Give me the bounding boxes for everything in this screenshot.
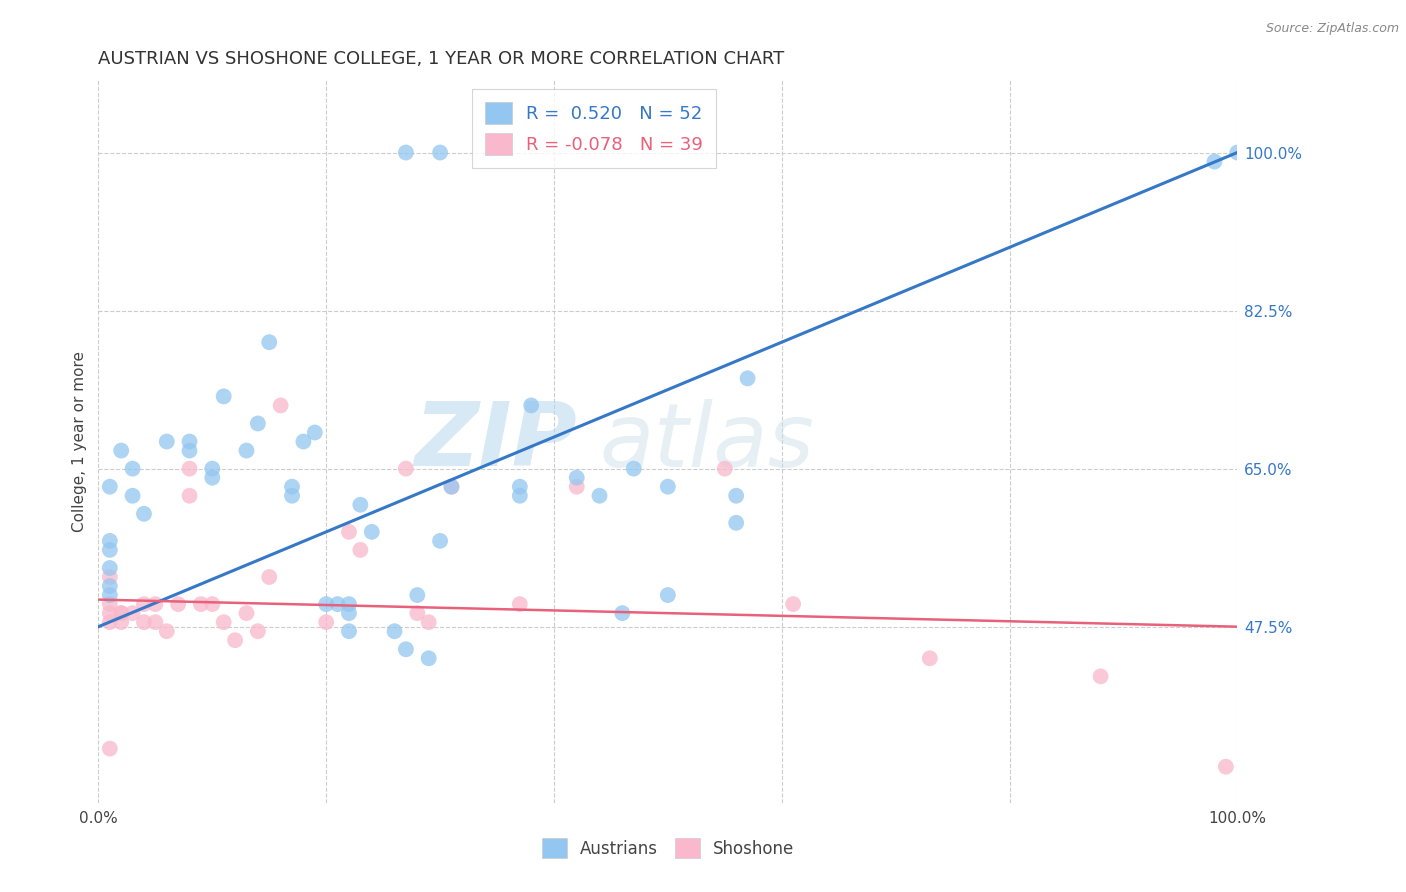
Point — [179, 489, 201, 503]
Point — [406, 606, 429, 620]
Point — [360, 524, 382, 539]
Text: AUSTRIAN VS SHOSHONE COLLEGE, 1 YEAR OR MORE CORRELATION CHART: AUSTRIAN VS SHOSHONE COLLEGE, 1 YEAR OR … — [98, 50, 785, 68]
Point — [281, 489, 304, 503]
Point — [201, 461, 224, 475]
Point — [190, 597, 212, 611]
Point — [98, 561, 121, 575]
Point — [725, 489, 748, 503]
Point — [418, 651, 440, 665]
Point — [520, 398, 543, 412]
Point — [406, 588, 429, 602]
Point — [725, 516, 748, 530]
Point — [132, 615, 155, 630]
Point — [714, 461, 737, 475]
Point — [565, 471, 588, 485]
Point — [98, 480, 121, 494]
Point — [270, 398, 292, 412]
Text: Source: ZipAtlas.com: Source: ZipAtlas.com — [1265, 22, 1399, 36]
Point — [395, 461, 418, 475]
Point — [1090, 669, 1112, 683]
Point — [337, 606, 360, 620]
Point — [509, 480, 531, 494]
Point — [145, 597, 167, 611]
Point — [201, 597, 224, 611]
Point — [1204, 154, 1226, 169]
Point — [259, 335, 281, 350]
Point — [235, 443, 257, 458]
Point — [315, 597, 337, 611]
Text: ZIP: ZIP — [413, 398, 576, 485]
Point — [98, 588, 121, 602]
Point — [98, 570, 121, 584]
Point — [737, 371, 759, 385]
Point — [121, 606, 143, 620]
Point — [98, 533, 121, 548]
Point — [110, 606, 132, 620]
Legend: Austrians, Shoshone: Austrians, Shoshone — [533, 830, 803, 867]
Point — [224, 633, 246, 648]
Point — [565, 480, 588, 494]
Point — [349, 542, 371, 557]
Point — [121, 489, 143, 503]
Point — [782, 597, 804, 611]
Point — [612, 606, 634, 620]
Point — [657, 588, 679, 602]
Point — [1215, 760, 1237, 774]
Point — [156, 624, 179, 639]
Point — [588, 489, 610, 503]
Point — [429, 533, 451, 548]
Point — [98, 741, 121, 756]
Point — [918, 651, 941, 665]
Point — [235, 606, 257, 620]
Point — [132, 507, 155, 521]
Point — [418, 615, 440, 630]
Point — [110, 606, 132, 620]
Point — [384, 624, 406, 639]
Point — [281, 480, 304, 494]
Point — [98, 615, 121, 630]
Point — [304, 425, 326, 440]
Point — [395, 642, 418, 657]
Point — [429, 145, 451, 160]
Text: atlas: atlas — [599, 399, 814, 484]
Point — [337, 624, 360, 639]
Point — [246, 417, 269, 431]
Point — [212, 389, 235, 403]
Point — [98, 542, 121, 557]
Point — [657, 480, 679, 494]
Point — [246, 624, 269, 639]
Point — [395, 145, 418, 160]
Point — [337, 597, 360, 611]
Point — [326, 597, 349, 611]
Point — [98, 597, 121, 611]
Point — [337, 524, 360, 539]
Point — [110, 615, 132, 630]
Point — [145, 615, 167, 630]
Point — [179, 443, 201, 458]
Point — [121, 461, 143, 475]
Point — [110, 443, 132, 458]
Point — [623, 461, 645, 475]
Point — [167, 597, 190, 611]
Point — [259, 570, 281, 584]
Point — [179, 434, 201, 449]
Point — [212, 615, 235, 630]
Point — [315, 615, 337, 630]
Point — [509, 597, 531, 611]
Point — [349, 498, 371, 512]
Point — [509, 489, 531, 503]
Point — [440, 480, 463, 494]
Point — [98, 579, 121, 593]
Point — [440, 480, 463, 494]
Point — [292, 434, 315, 449]
Point — [98, 606, 121, 620]
Point — [132, 597, 155, 611]
Y-axis label: College, 1 year or more: College, 1 year or more — [72, 351, 87, 532]
Point — [1226, 145, 1249, 160]
Point — [201, 471, 224, 485]
Point — [179, 461, 201, 475]
Point — [156, 434, 179, 449]
